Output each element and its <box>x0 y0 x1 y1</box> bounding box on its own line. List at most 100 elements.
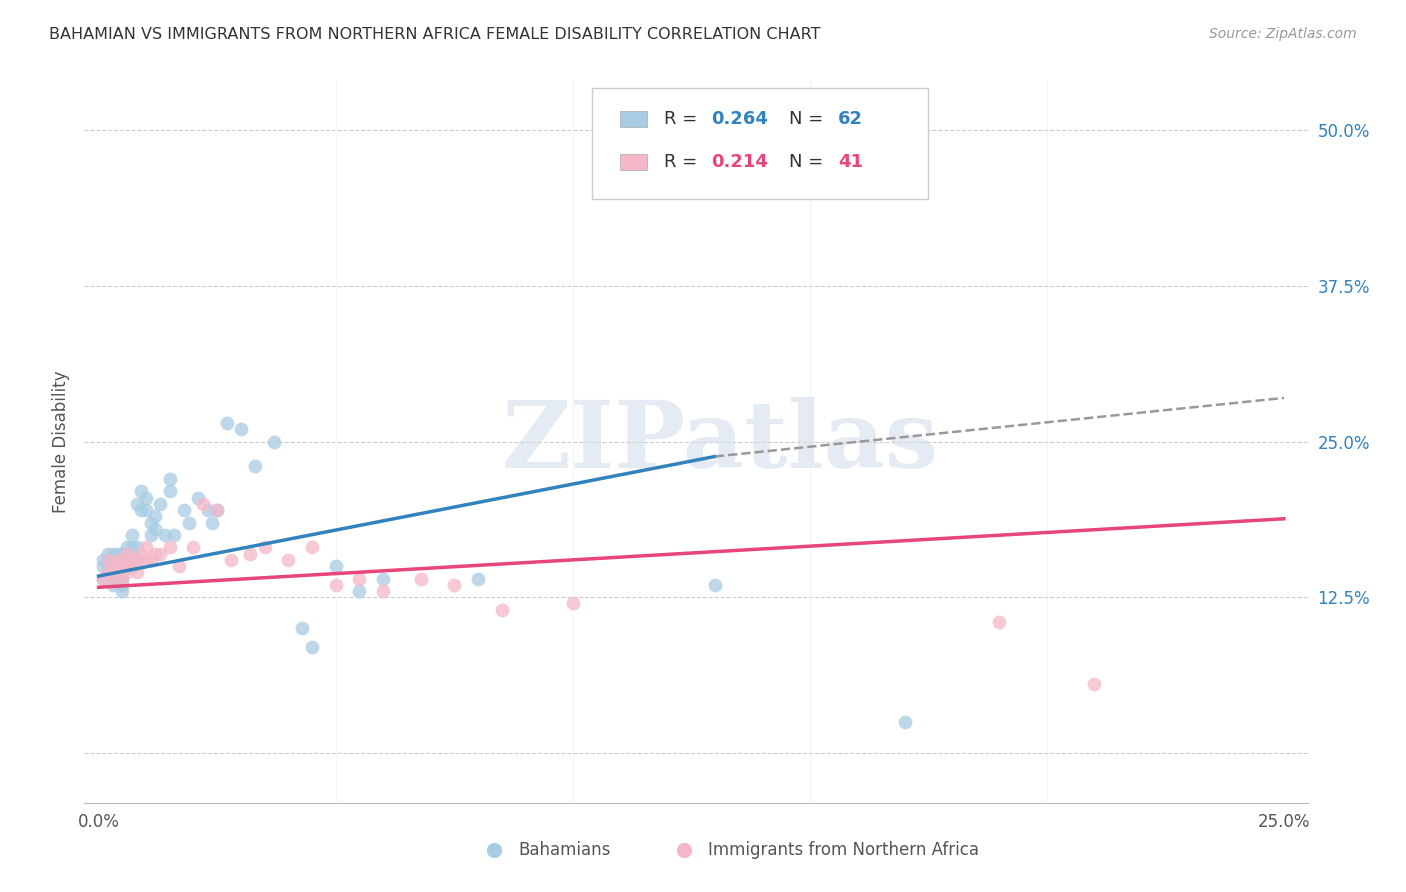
Text: ZIPatlas: ZIPatlas <box>502 397 939 486</box>
FancyBboxPatch shape <box>620 154 647 169</box>
Point <box>145 547 167 561</box>
Point <box>205 503 228 517</box>
Point <box>111 553 134 567</box>
Point <box>139 528 162 542</box>
Point <box>107 547 129 561</box>
Point <box>97 553 120 567</box>
Point <box>491 603 513 617</box>
Point <box>167 559 190 574</box>
Point <box>107 553 129 567</box>
Point <box>291 621 314 635</box>
Point <box>101 572 124 586</box>
Point <box>371 584 394 599</box>
Point <box>205 503 228 517</box>
Point <box>561 597 583 611</box>
Point <box>111 584 134 599</box>
Point <box>97 547 120 561</box>
Point <box>91 553 114 567</box>
Point <box>215 416 238 430</box>
Point <box>129 484 152 499</box>
Point <box>101 553 124 567</box>
Text: 0.264: 0.264 <box>710 110 768 128</box>
Point <box>121 553 143 567</box>
Point <box>107 566 129 580</box>
Point <box>107 572 129 586</box>
Point <box>125 566 148 580</box>
Point <box>107 553 129 567</box>
Point <box>467 572 489 586</box>
Point <box>229 422 252 436</box>
Text: Source: ZipAtlas.com: Source: ZipAtlas.com <box>1209 27 1357 41</box>
Point <box>101 547 124 561</box>
Point <box>111 559 134 574</box>
Point <box>145 522 167 536</box>
Point <box>101 572 124 586</box>
Point <box>197 503 219 517</box>
Point <box>91 572 114 586</box>
Point <box>443 578 465 592</box>
Text: 41: 41 <box>838 153 863 171</box>
Point <box>135 541 157 555</box>
Point <box>893 714 915 729</box>
Point <box>349 584 371 599</box>
Point <box>139 553 162 567</box>
Point <box>149 497 172 511</box>
Point <box>243 459 266 474</box>
Point <box>115 553 138 567</box>
Point <box>159 472 181 486</box>
Point <box>177 516 200 530</box>
Point <box>129 547 152 561</box>
Text: BAHAMIAN VS IMMIGRANTS FROM NORTHERN AFRICA FEMALE DISABILITY CORRELATION CHART: BAHAMIAN VS IMMIGRANTS FROM NORTHERN AFR… <box>49 27 821 42</box>
Point <box>111 572 134 586</box>
Text: 0.214: 0.214 <box>710 153 768 171</box>
Point <box>301 541 323 555</box>
Point <box>409 572 432 586</box>
Point <box>988 615 1011 630</box>
Point <box>191 497 214 511</box>
Point <box>97 566 120 580</box>
Point <box>111 578 134 592</box>
Point <box>187 491 209 505</box>
Point <box>121 528 143 542</box>
Point <box>163 528 186 542</box>
Text: 62: 62 <box>838 110 863 128</box>
Point <box>91 572 114 586</box>
Point <box>121 559 143 574</box>
Point <box>107 566 129 580</box>
Point <box>101 578 124 592</box>
Point <box>121 541 143 555</box>
Point <box>115 566 138 580</box>
Point <box>125 553 148 567</box>
Point <box>301 640 323 654</box>
Point <box>135 553 157 567</box>
Point <box>91 559 114 574</box>
Point <box>125 541 148 555</box>
Point <box>135 491 157 505</box>
Point <box>239 547 262 561</box>
Point <box>145 509 167 524</box>
Point <box>371 572 394 586</box>
Point <box>97 566 120 580</box>
Point <box>173 503 195 517</box>
Point <box>125 497 148 511</box>
Y-axis label: Female Disability: Female Disability <box>52 370 70 513</box>
Point <box>97 559 120 574</box>
Point <box>129 503 152 517</box>
Point <box>325 559 347 574</box>
Point <box>703 578 725 592</box>
Point <box>183 541 205 555</box>
Point <box>111 559 134 574</box>
Point <box>277 553 299 567</box>
Point <box>1083 677 1105 691</box>
Point <box>325 578 347 592</box>
Point <box>121 559 143 574</box>
Point <box>111 572 134 586</box>
Point <box>97 553 120 567</box>
Point <box>149 547 172 561</box>
Text: R =: R = <box>664 153 703 171</box>
Point <box>263 434 285 449</box>
Point <box>349 572 371 586</box>
Text: Bahamians: Bahamians <box>519 841 612 859</box>
Point <box>101 559 124 574</box>
Point <box>139 516 162 530</box>
